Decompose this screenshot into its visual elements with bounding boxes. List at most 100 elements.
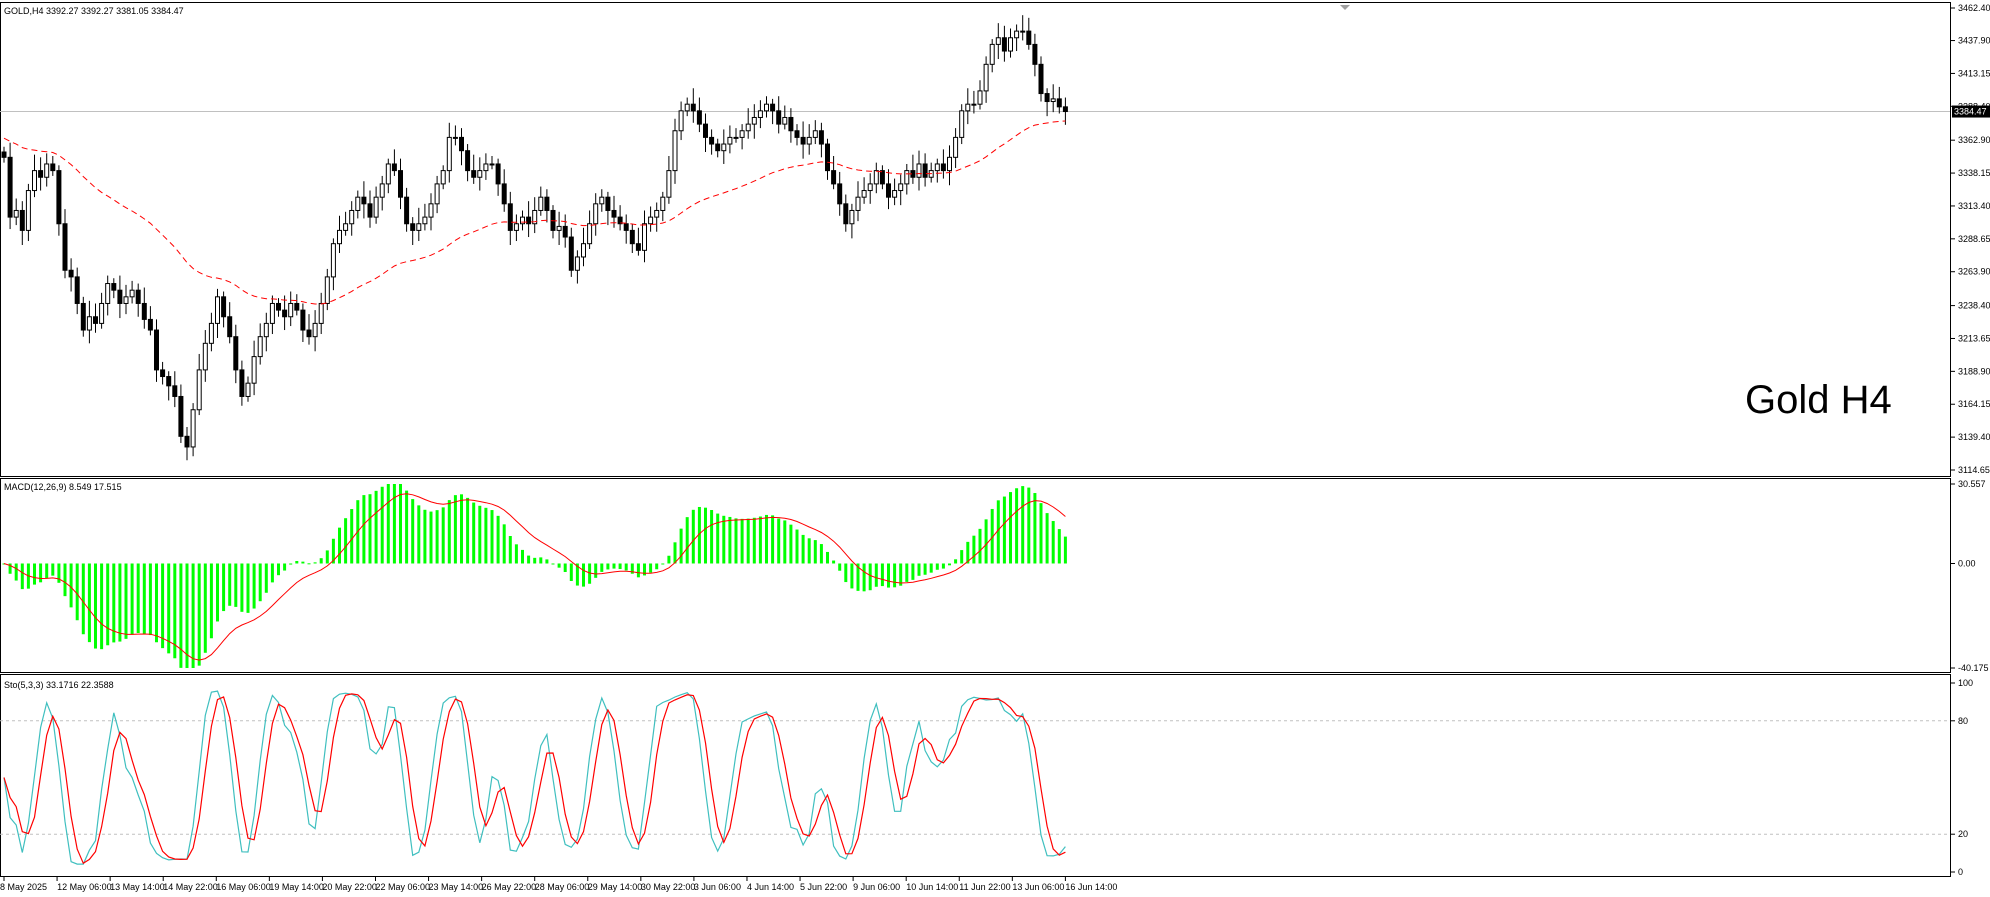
macd-tick-label: 0.00	[1958, 558, 1976, 568]
macd-bar	[87, 563, 91, 643]
candle-body	[373, 196, 379, 218]
macd-bar	[264, 563, 268, 593]
candle-body	[208, 322, 214, 344]
macd-bar	[350, 509, 354, 564]
macd-bar	[929, 563, 933, 573]
macd-bar	[283, 563, 287, 571]
candle-body	[135, 289, 141, 304]
candle-body	[1008, 37, 1013, 52]
candle-body	[318, 302, 324, 324]
candle-body	[166, 376, 172, 387]
macd-bar	[319, 558, 323, 564]
price-header: GOLD,H4 3392.27 3392.27 3381.05 3384.47	[4, 6, 184, 16]
stochastic-panel[interactable]: 100 80 20 0 Sto(5,3,3) 33.1716 22.3588	[0, 674, 1973, 878]
macd-bar	[246, 563, 250, 613]
price-tick-label: 3114.65	[1958, 465, 1990, 475]
candle-body	[678, 110, 684, 132]
macd-bar	[691, 509, 695, 564]
candle-body	[184, 435, 190, 448]
candle-body	[532, 209, 538, 225]
candle-body	[50, 163, 56, 172]
time-tick-label: 30 May 22:00	[641, 882, 696, 892]
candle-body	[1001, 37, 1007, 52]
macd-bar	[887, 563, 890, 588]
macd-bar	[161, 563, 165, 649]
candle-body	[483, 163, 489, 172]
macd-bar	[911, 563, 915, 580]
candle-body	[770, 103, 776, 112]
candle-body	[794, 130, 800, 138]
candle-body	[995, 37, 1001, 45]
macd-bar	[606, 563, 610, 570]
candle-body	[953, 136, 959, 158]
time-tick-label: 29 May 14:00	[588, 882, 643, 892]
macd-bar	[94, 563, 97, 649]
macd-bar	[484, 507, 488, 564]
macd-bar	[508, 536, 512, 564]
price-tick-label: 3263.90	[1958, 267, 1990, 277]
macd-bar	[106, 563, 110, 646]
macd-bar	[270, 563, 274, 583]
candle-body	[74, 276, 80, 304]
price-tick-label: 3437.90	[1958, 36, 1990, 46]
macd-bar	[1009, 492, 1012, 564]
macd-bar	[807, 538, 811, 564]
candle-body	[44, 163, 50, 178]
macd-bar	[295, 560, 299, 564]
macd-panel[interactable]: 30.557 0.00 -40.175 MACD(12,26,9) 8.549 17…	[0, 478, 1989, 674]
macd-bar	[539, 557, 543, 564]
time-tick-label: 14 May 22:00	[163, 882, 218, 892]
shift-marker-icon[interactable]	[1340, 5, 1350, 10]
macd-bar	[905, 563, 909, 582]
time-tick-label: 10 Jun 14:00	[906, 882, 958, 892]
macd-bar	[996, 500, 1000, 564]
macd-bar	[155, 563, 158, 643]
candle-body	[751, 116, 757, 125]
candles	[1, 15, 1068, 461]
candle-body	[86, 316, 92, 331]
macd-bar	[362, 495, 366, 564]
candle-body	[1038, 63, 1044, 95]
time-tick-label: 22 May 06:00	[375, 882, 430, 892]
macd-bar	[8, 563, 12, 574]
macd-bar	[673, 542, 677, 564]
candle-body	[617, 216, 623, 225]
candle-body	[660, 196, 666, 211]
macd-bar	[460, 494, 463, 564]
candle-body	[117, 289, 123, 304]
candle-body	[1062, 106, 1068, 113]
macd-bar	[862, 563, 866, 592]
macd-bar	[746, 518, 750, 564]
macd-bar	[1027, 487, 1031, 564]
macd-bar	[100, 563, 104, 650]
candle-body	[757, 110, 763, 118]
time-tick-label: 3 Jun 06:00	[694, 882, 741, 892]
macd-bar	[386, 484, 390, 564]
price-tick-label: 3338.15	[1958, 168, 1990, 178]
candle-body	[837, 183, 843, 205]
candle-body	[25, 190, 31, 231]
stochastic-tick-label: 80	[1958, 716, 1968, 726]
macd-bar	[81, 563, 85, 635]
macd-bar	[758, 516, 762, 564]
candle-body	[38, 170, 44, 178]
candle-body	[635, 243, 641, 251]
macd-bar	[966, 541, 970, 564]
macd-bar	[447, 500, 451, 564]
macd-bar	[789, 524, 793, 564]
macd-bar	[490, 510, 494, 564]
macd-bar	[179, 563, 183, 668]
price-panel[interactable]: 3462.403437.903413.153388.403362.903338.…	[0, 2, 1990, 477]
candle-body	[739, 130, 745, 138]
macd-bar	[844, 563, 848, 583]
macd-bar	[118, 563, 122, 642]
candle-body	[886, 183, 891, 198]
candle-body	[721, 143, 727, 152]
macd-bar	[880, 563, 884, 587]
macd-bar	[649, 563, 653, 573]
macd-bar	[521, 549, 524, 564]
candle-body	[32, 170, 37, 192]
macd-bar	[990, 508, 994, 564]
macd-bar	[112, 563, 116, 643]
